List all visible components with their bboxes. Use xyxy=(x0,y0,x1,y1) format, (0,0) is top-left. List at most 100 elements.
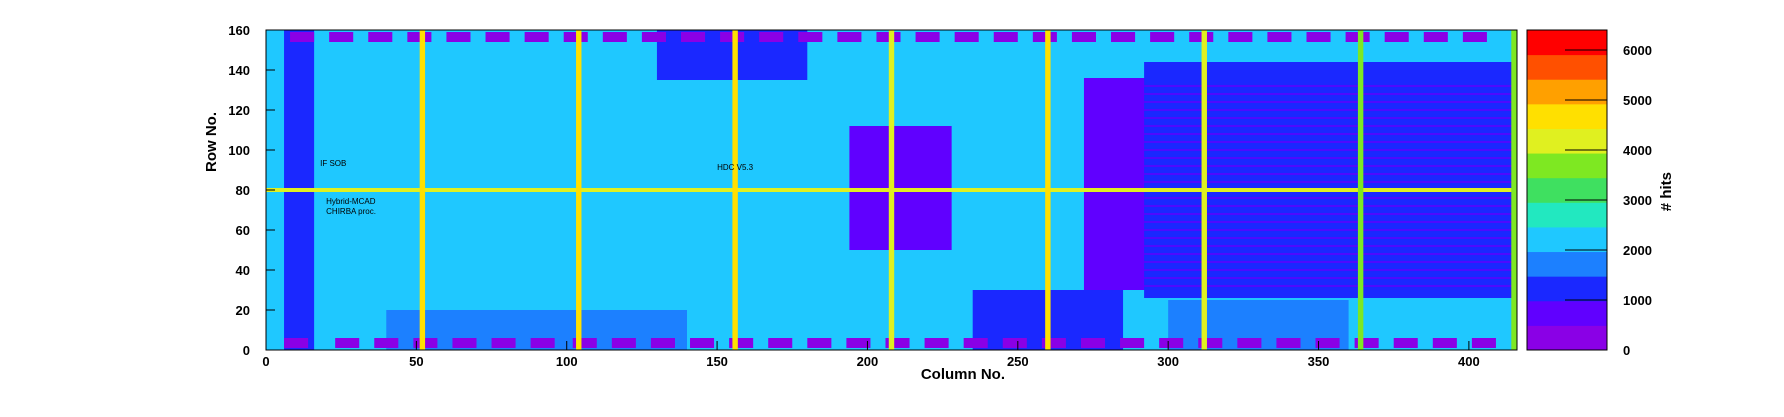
heatmap-pad xyxy=(680,32,706,42)
heatmap-hot-column xyxy=(1045,30,1051,350)
heatmap-pad xyxy=(485,32,510,42)
heatmap-pad xyxy=(1462,32,1487,42)
heatmap-pad xyxy=(1384,32,1409,42)
color-scale-tick-label: 6000 xyxy=(1623,43,1652,58)
heatmap-pad xyxy=(924,338,949,348)
color-scale-segment xyxy=(1527,325,1607,351)
color-scale-tick-label: 3000 xyxy=(1623,193,1652,208)
y-tick-label: 120 xyxy=(228,103,250,118)
heatmap-pad xyxy=(1080,338,1106,348)
heatmap-pad xyxy=(1002,338,1027,348)
heatmap-pad xyxy=(1306,32,1331,42)
heatmap-map-label: Hybrid-MCAD xyxy=(326,197,376,206)
heatmap-pad xyxy=(846,338,871,348)
heatmap-pad xyxy=(1198,338,1223,348)
color-scale-tick-label: 0 xyxy=(1623,343,1630,358)
heatmap-pad xyxy=(1189,32,1214,42)
heatmap-hot-column xyxy=(576,30,582,350)
heatmap-pad xyxy=(1432,338,1457,348)
color-scale-tick-label: 2000 xyxy=(1623,243,1652,258)
heatmap-pad xyxy=(1041,338,1066,348)
heatmap-pad xyxy=(290,32,315,42)
heatmap-pad xyxy=(1354,338,1379,348)
heatmap-pad xyxy=(837,32,862,42)
heatmap-pad xyxy=(1111,32,1136,42)
heatmap-pad xyxy=(413,338,438,348)
heatmap-pad xyxy=(368,32,393,42)
color-scale-segment xyxy=(1527,300,1607,326)
heatmap-pad xyxy=(1393,338,1418,348)
heatmap-pad xyxy=(798,32,823,42)
heatmap-pad xyxy=(530,338,555,348)
heatmap-pad xyxy=(1267,32,1292,42)
y-axis-title: Row No. xyxy=(203,112,220,172)
heatmap-pad xyxy=(885,338,910,348)
heatmap-map-label: CHIRBA proc. xyxy=(326,207,376,216)
heatmap-pad xyxy=(915,32,940,42)
color-scale-segment xyxy=(1527,153,1607,179)
x-tick-label: 200 xyxy=(857,354,879,369)
x-tick-label: 0 xyxy=(262,354,269,369)
heatmap-hot-column xyxy=(1357,30,1364,350)
heatmap-pad xyxy=(1032,32,1057,42)
heatmap-pad xyxy=(1237,338,1262,348)
heatmap-map-label: IF SOB xyxy=(320,159,346,168)
x-tick-label: 150 xyxy=(706,354,728,369)
heatmap-pad xyxy=(1150,32,1175,42)
x-tick-label: 400 xyxy=(1458,354,1480,369)
heatmap-pad xyxy=(491,338,516,348)
heatmap-pad xyxy=(374,338,399,348)
heatmap-pad xyxy=(1471,338,1496,348)
heatmap-pad xyxy=(650,338,675,348)
heatmap-pad xyxy=(1228,32,1253,42)
color-scale-bar xyxy=(1526,29,1608,351)
x-axis-title: Column No. xyxy=(921,366,1005,383)
color-scale-axis: 0 1000 2000 3000 4000 5000 6000 xyxy=(1565,43,1652,358)
color-scale-segment xyxy=(1527,177,1607,203)
heatmap-hot-column xyxy=(1201,30,1207,350)
heatmap-pad xyxy=(1120,338,1145,348)
color-scale-title: # hits xyxy=(1658,172,1675,211)
heatmap-pad xyxy=(407,32,432,42)
heatmap-pad xyxy=(1159,338,1184,348)
heatmap-pad xyxy=(963,338,988,348)
heatmap-pad xyxy=(993,32,1018,42)
y-tick-label: 140 xyxy=(228,63,250,78)
y-tick-label: 60 xyxy=(236,223,250,238)
color-scale-tick-label: 4000 xyxy=(1623,143,1652,158)
color-scale-tick-label: 5000 xyxy=(1623,93,1652,108)
heatmap-pad xyxy=(563,32,588,42)
y-tick-label: 160 xyxy=(228,23,250,38)
heatmap-pad xyxy=(284,338,309,348)
heatmap-pad xyxy=(452,338,477,348)
heatmap-pad xyxy=(729,338,754,348)
heatmap-pad xyxy=(768,338,793,348)
color-scale-segment xyxy=(1527,251,1607,277)
heatmap-pad xyxy=(1315,338,1340,348)
heatmap-pad xyxy=(611,338,636,348)
color-scale-tick-label: 1000 xyxy=(1623,293,1652,308)
y-tick-label: 0 xyxy=(243,343,250,358)
y-tick-label: 20 xyxy=(236,303,250,318)
color-scale-segment xyxy=(1527,202,1607,228)
heatmap-hot-column xyxy=(732,30,738,350)
heatmap-pad xyxy=(572,338,597,348)
heatmap-pad xyxy=(1071,32,1096,42)
heatmap-pad xyxy=(524,32,549,42)
heatmap-pad xyxy=(446,32,471,42)
x-tick-label: 250 xyxy=(1007,354,1029,369)
y-tick-label: 100 xyxy=(228,143,250,158)
x-axis: 0 50 100 150 200 250 300 350 400 xyxy=(262,341,1480,369)
color-scale-segment xyxy=(1527,103,1607,129)
color-scale-segment xyxy=(1527,276,1607,302)
color-scale-segment xyxy=(1527,128,1607,154)
y-tick-label: 80 xyxy=(236,183,250,198)
heatmap-pad xyxy=(641,32,666,42)
heatmap-pad xyxy=(1276,338,1301,348)
heatmap-hot-column xyxy=(419,30,426,350)
color-scale-segment xyxy=(1527,54,1607,80)
heatmap-hot-column xyxy=(1511,30,1517,350)
heatmap-pad xyxy=(335,338,360,348)
